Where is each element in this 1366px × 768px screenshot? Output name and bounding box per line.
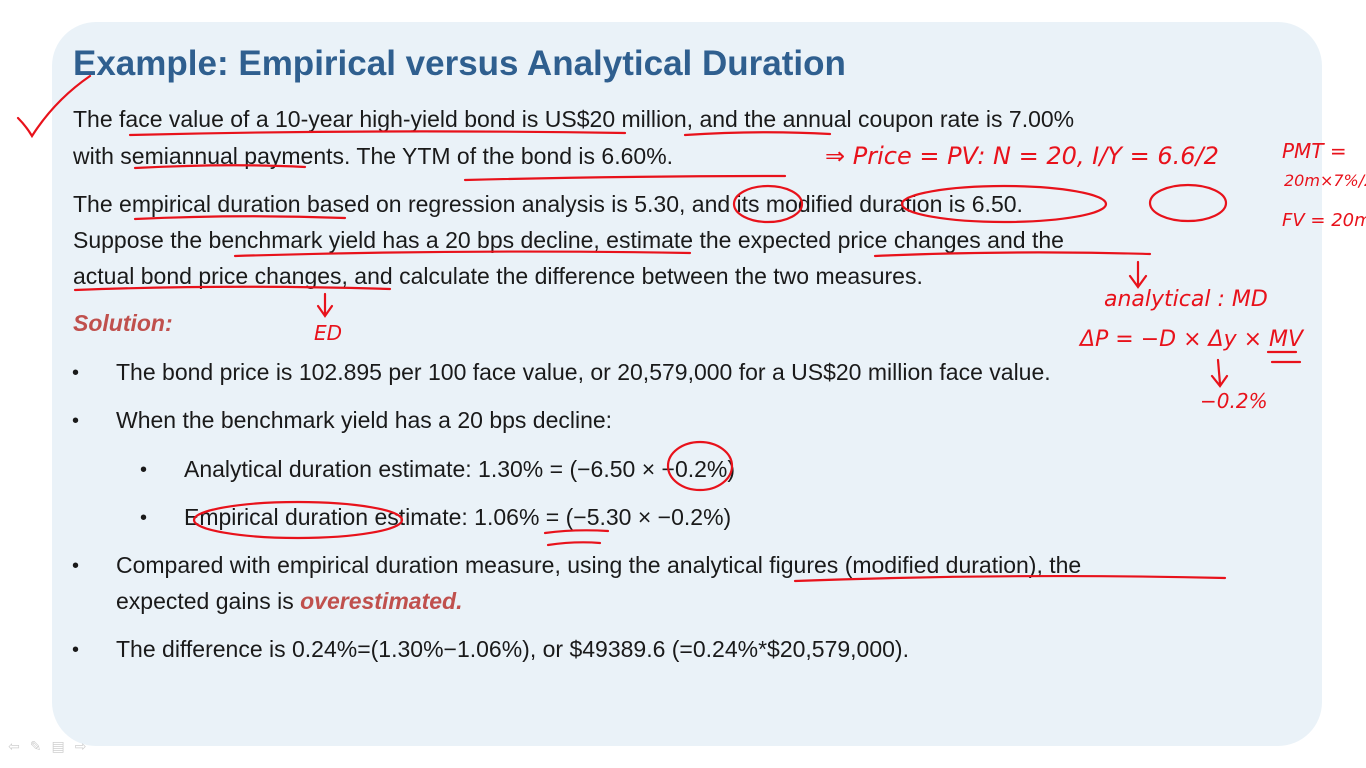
- bullet-bond-price: The bond price is 102.895 per 100 face v…: [116, 359, 1051, 385]
- bullet-empirical-estimate: Empirical duration estimate: 1.06% = (−5…: [184, 504, 732, 530]
- problem-line-1: The face value of a 10-year high-yield b…: [73, 106, 1075, 132]
- bullet-dot: •: [140, 507, 148, 529]
- bullet-dot: •: [72, 410, 80, 432]
- slide-title: Example: Empirical versus Analytical Dur…: [73, 44, 846, 83]
- bullet-dot: •: [72, 555, 80, 577]
- bullet-dot: •: [140, 459, 148, 481]
- bullet-yield-decline: When the benchmark yield has a 20 bps de…: [116, 407, 613, 433]
- overestimated-emphasis: overestimated.: [300, 588, 463, 614]
- problem-line-5: actual bond price changes, and calculate…: [73, 263, 923, 289]
- arrow-left-icon[interactable]: ⇦: [8, 738, 20, 754]
- menu-icon[interactable]: ▤: [51, 738, 65, 754]
- solution-label: Solution:: [73, 310, 173, 336]
- bullet-comparison-line-2: expected gains is overestimated.: [116, 583, 462, 619]
- bullet-comparison-line-1: Compared with empirical duration measure…: [116, 552, 1082, 578]
- bullet-analytical-estimate: Analytical duration estimate: 1.30% = (−…: [184, 456, 736, 482]
- problem-line-2: with semiannual payments. The YTM of the…: [73, 143, 674, 169]
- pen-icon[interactable]: ✎: [29, 738, 42, 754]
- problem-line-4: Suppose the benchmark yield has a 20 bps…: [73, 227, 1064, 253]
- slide-background: [52, 22, 1322, 746]
- bullet-dot: •: [72, 362, 80, 384]
- bullet-dot: •: [72, 639, 80, 661]
- comparison-text: expected gains is: [116, 588, 294, 614]
- problem-line-3: The empirical duration based on regressi…: [73, 191, 1023, 217]
- bullet-difference: The difference is 0.24%=(1.30%−1.06%), o…: [116, 636, 909, 662]
- slide-nav-controls: ⇦ ✎ ▤ ⇨: [8, 738, 86, 755]
- arrow-right-icon[interactable]: ⇨: [74, 738, 87, 754]
